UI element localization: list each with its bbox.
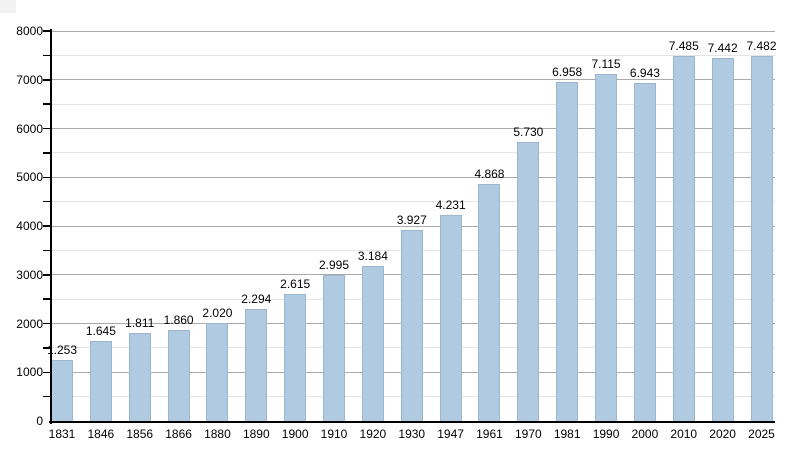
y-axis-line xyxy=(49,29,52,424)
y-axis-tick-label: 3000 xyxy=(16,267,43,282)
bar xyxy=(361,265,384,421)
major-gridline xyxy=(51,225,775,227)
x-axis-tick-label: 1947 xyxy=(437,427,464,441)
major-gridline xyxy=(51,176,775,178)
bar-value-label: 3.927 xyxy=(396,212,427,227)
bar-value-label: 2.020 xyxy=(202,305,233,320)
bar-value-label: 7.442 xyxy=(707,41,738,56)
bar xyxy=(517,141,540,421)
x-axis-tick-label: 1831 xyxy=(48,427,76,441)
x-axis-tick-label: 1900 xyxy=(281,427,309,441)
major-gridline xyxy=(51,79,775,81)
x-axis-tick-label: 1930 xyxy=(398,427,426,441)
y-axis-tick xyxy=(43,249,51,252)
minor-gridline xyxy=(51,54,775,56)
bar-value-label: 5.730 xyxy=(513,124,544,139)
y-axis-tick-label: 7000 xyxy=(16,72,43,87)
bar-value-label: 7.482 xyxy=(746,39,777,54)
bar-value-label: 2.995 xyxy=(319,257,350,272)
x-axis-tick-label: 1981 xyxy=(553,427,581,441)
x-axis-tick-label: 1910 xyxy=(320,427,348,441)
bar-value-label: 1.253 xyxy=(46,342,78,357)
bar xyxy=(478,183,501,421)
bar xyxy=(400,229,423,421)
bar-value-label: 1.811 xyxy=(125,315,155,330)
x-axis-tick-label: 1970 xyxy=(514,427,542,441)
bar xyxy=(128,332,151,421)
bar xyxy=(89,340,112,421)
x-axis-line xyxy=(49,420,775,423)
y-axis-tick xyxy=(43,371,51,373)
x-axis-tick-label: 2000 xyxy=(631,427,659,441)
y-axis-tick-label: 1000 xyxy=(16,365,43,380)
y-axis-tick xyxy=(43,54,51,57)
bar xyxy=(633,82,656,421)
y-axis-tick xyxy=(43,322,51,325)
x-axis-tick-label: 1880 xyxy=(204,427,231,441)
y-axis-tick xyxy=(43,298,51,300)
bar-value-label: 4.868 xyxy=(474,166,505,181)
bar xyxy=(323,274,346,421)
y-axis-tick xyxy=(43,30,51,32)
bar-value-label: 1.645 xyxy=(85,323,116,338)
corner-artifact xyxy=(0,0,16,13)
bar-value-label: 6.943 xyxy=(629,65,660,80)
bar-value-label: 1.860 xyxy=(163,313,194,328)
minor-gridline xyxy=(51,201,775,203)
x-axis-tick-label: 1846 xyxy=(87,427,115,441)
bar xyxy=(672,56,695,421)
bar xyxy=(556,81,579,421)
y-axis-tick-label: 6000 xyxy=(16,121,43,136)
x-axis-tick-label: 2010 xyxy=(670,427,698,441)
bar xyxy=(284,293,307,421)
y-axis-tick xyxy=(43,274,51,276)
y-axis-tick xyxy=(43,152,51,154)
bar xyxy=(206,322,229,421)
x-axis-tick-label: 1990 xyxy=(592,427,620,441)
bar-value-label: 7.485 xyxy=(668,39,699,54)
x-axis-tick-label: 1866 xyxy=(165,427,192,441)
major-gridline xyxy=(51,128,775,129)
y-axis-tick xyxy=(43,103,51,105)
y-axis-tick-label: 2000 xyxy=(16,316,43,331)
y-axis-tick xyxy=(43,200,51,203)
x-axis-tick-label: 1920 xyxy=(359,427,387,441)
bar xyxy=(711,58,734,421)
minor-gridline xyxy=(51,152,775,154)
bar xyxy=(439,214,462,421)
x-axis-tick-label: 1961 xyxy=(476,427,503,441)
bar-value-label: 6.958 xyxy=(552,64,583,79)
y-axis-tick xyxy=(43,395,51,398)
major-gridline xyxy=(51,30,775,32)
y-axis-tick xyxy=(43,225,51,227)
y-axis-tick-label: 4000 xyxy=(16,219,43,233)
bar xyxy=(167,330,190,421)
y-axis-tick xyxy=(43,79,51,81)
bar-value-label: 3.184 xyxy=(357,248,388,263)
y-axis-tick xyxy=(43,347,51,349)
bar-value-label: 7.115 xyxy=(591,57,621,72)
y-axis-tick-label: 5000 xyxy=(16,170,43,185)
minor-gridline xyxy=(51,103,775,105)
y-axis-tick xyxy=(43,176,51,178)
y-axis-tick-label: 8000 xyxy=(16,24,43,38)
bar-value-label: 2.615 xyxy=(280,276,311,291)
bar xyxy=(595,74,618,421)
bar xyxy=(750,56,773,421)
bar-value-label: 4.231 xyxy=(435,197,466,212)
bar xyxy=(51,359,73,421)
bar xyxy=(245,309,268,421)
y-axis-tick-label: 0 xyxy=(36,414,43,428)
x-axis-tick-label: 2025 xyxy=(748,427,775,441)
x-axis-tick-label: 1856 xyxy=(126,427,154,441)
y-axis-tick xyxy=(43,127,51,130)
bar-value-label: 2.294 xyxy=(241,292,272,307)
x-axis-tick-label: 1890 xyxy=(242,427,270,441)
x-axis-tick-label: 2020 xyxy=(709,427,736,441)
